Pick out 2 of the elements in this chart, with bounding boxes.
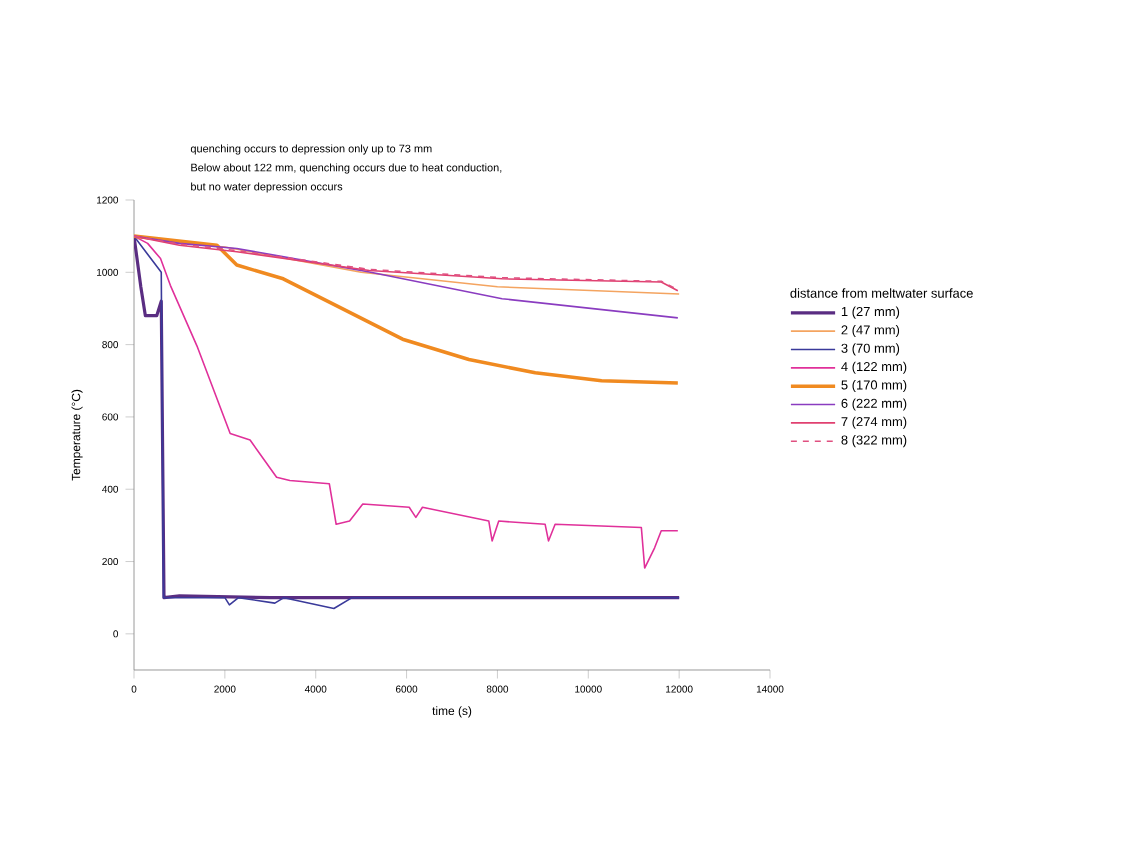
line-series [134,234,680,385]
line-series [134,235,679,319]
